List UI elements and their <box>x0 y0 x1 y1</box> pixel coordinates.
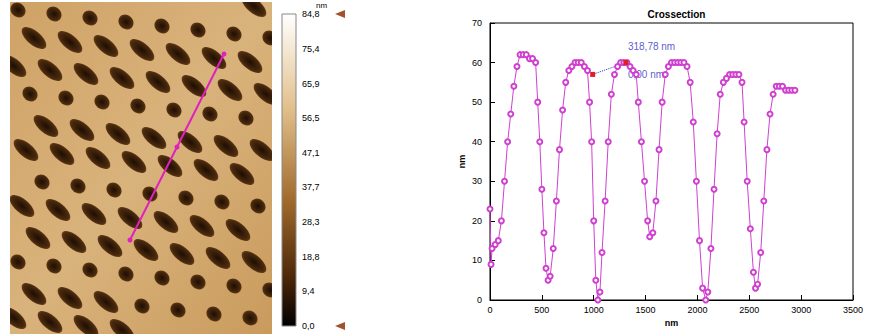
svg-text:Crossection: Crossection <box>648 9 706 20</box>
svg-text:2000: 2000 <box>687 305 707 315</box>
svg-text:500: 500 <box>534 305 549 315</box>
svg-text:nm: nm <box>316 1 328 11</box>
svg-text:75,4: 75,4 <box>302 44 320 54</box>
svg-text:37,7: 37,7 <box>302 182 320 192</box>
svg-text:0,00 nm: 0,00 nm <box>628 69 664 80</box>
svg-text:3500: 3500 <box>843 305 863 315</box>
svg-text:0: 0 <box>487 305 492 315</box>
svg-text:40: 40 <box>472 137 482 147</box>
svg-text:2500: 2500 <box>739 305 759 315</box>
svg-text:0,0: 0,0 <box>302 321 315 331</box>
svg-text:50: 50 <box>472 97 482 107</box>
svg-text:3000: 3000 <box>791 305 811 315</box>
svg-text:56,5: 56,5 <box>302 113 320 123</box>
svg-text:nm: nm <box>457 155 467 169</box>
svg-text:60: 60 <box>472 58 482 68</box>
svg-text:0: 0 <box>477 295 482 305</box>
svg-text:1000: 1000 <box>584 305 604 315</box>
svg-text:9,4: 9,4 <box>302 286 315 296</box>
svg-text:10: 10 <box>472 255 482 265</box>
svg-text:30: 30 <box>472 176 482 186</box>
svg-text:84,8: 84,8 <box>302 9 320 19</box>
svg-text:18,8: 18,8 <box>302 252 320 262</box>
svg-text:47,1: 47,1 <box>302 148 320 158</box>
svg-text:70: 70 <box>472 18 482 28</box>
svg-text:65,9: 65,9 <box>302 79 320 89</box>
svg-text:20: 20 <box>472 216 482 226</box>
svg-text:318,78 nm: 318,78 nm <box>628 41 675 52</box>
svg-text:nm: nm <box>665 318 679 328</box>
svg-text:1500: 1500 <box>636 305 656 315</box>
svg-text:28,3: 28,3 <box>302 217 320 227</box>
